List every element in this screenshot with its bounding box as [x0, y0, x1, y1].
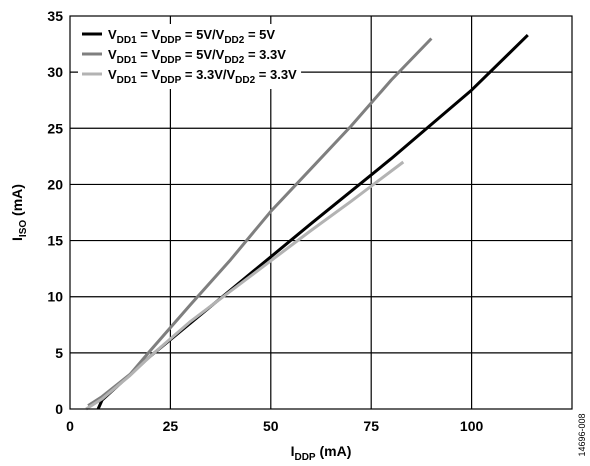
x-tick-label: 75 [363, 418, 379, 434]
y-axis-title: IISO (mA) [9, 184, 29, 241]
legend-label-2: VDD1 = VDDP = 5V/VDD2 = 3.3V [108, 47, 286, 66]
x-tick-labels: 0 25 50 75 100 [66, 418, 483, 434]
y-tick-labels: 0 5 10 15 20 25 30 35 [47, 8, 63, 417]
y-tick-label: 5 [55, 345, 63, 361]
y-tick-label: 15 [47, 233, 63, 249]
x-axis-title: IDDP (mA) [291, 443, 352, 463]
y-tick-label: 25 [47, 120, 63, 136]
legend-label-3: VDD1 = VDDP = 3.3V/VDD2 = 3.3V [108, 67, 297, 86]
y-tick-label: 20 [47, 176, 63, 192]
legend-background [78, 24, 302, 89]
x-tick-label: 0 [66, 418, 74, 434]
y-tick-label: 10 [47, 289, 63, 305]
series-line-2 [87, 37, 433, 407]
figure-id: 14696-008 [577, 413, 587, 456]
y-tick-label: 30 [47, 64, 63, 80]
y-tick-label: 35 [47, 8, 63, 24]
x-tick-label: 50 [263, 418, 279, 434]
plot-frame [69, 15, 573, 410]
series-line-3 [85, 160, 405, 411]
x-tick-label: 100 [460, 418, 484, 434]
x-tick-label: 25 [163, 418, 179, 434]
legend-label-1: VDD1 = VDDP = 5V/VDD2 = 5V [108, 27, 275, 46]
series-lines [85, 34, 529, 411]
y-tick-label: 0 [55, 401, 63, 417]
